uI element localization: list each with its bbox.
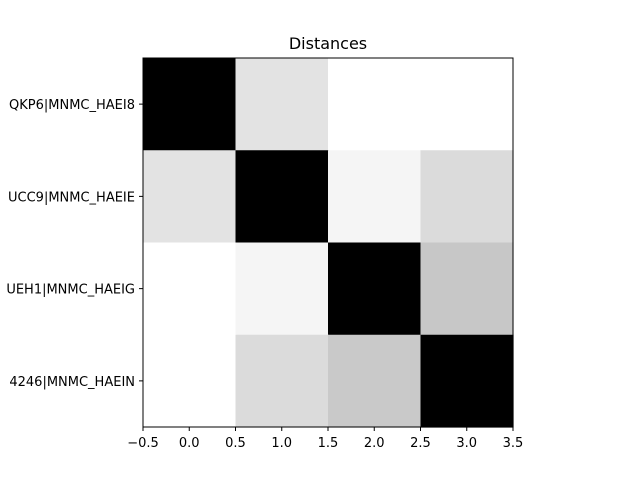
heatmap-cell-r1-c0 <box>143 150 237 244</box>
heatmap-cell-r0-c3 <box>420 58 514 151</box>
x-tick-label: 2.5 <box>410 436 431 451</box>
y-tick-label: 4246|MNMC_HAEIN <box>9 375 135 390</box>
heatmap-cell-r1-c2 <box>328 150 422 244</box>
heatmap-cell-r2-c0 <box>143 242 237 336</box>
heatmap-cell-r0-c2 <box>328 58 422 151</box>
plot-frame <box>142 57 514 428</box>
heatmap-cell-r3-c0 <box>143 334 237 428</box>
heatmap-cell-r1-c1 <box>235 150 329 244</box>
y-tick-label: UEH1|MNMC_HAEIG <box>6 283 135 298</box>
heatmap-cell-r2-c3 <box>420 242 514 336</box>
x-tick-label: 2.0 <box>364 436 385 451</box>
x-tick-label: 1.0 <box>271 436 292 451</box>
y-tick-label: QKP6|MNMC_HAEI8 <box>9 98 135 113</box>
heatmap-cell-r1-c3 <box>420 150 514 244</box>
x-tick-label: 3.5 <box>503 436 524 451</box>
x-tick-label: 0.0 <box>179 436 200 451</box>
heatmap-cell-r3-c3 <box>420 334 514 428</box>
heatmap-cell-r3-c2 <box>328 334 422 428</box>
x-tick-label: 1.5 <box>318 436 339 451</box>
x-tick-label: −0.5 <box>127 436 159 451</box>
x-axis: −0.5 0.0 0.5 1.0 1.5 2.0 2.5 3.0 3.5 <box>127 427 523 451</box>
heatmap-cell-r0-c1 <box>235 58 329 151</box>
heatmap-cell-r0-c0 <box>143 58 237 151</box>
chart-title: Distances <box>289 34 367 53</box>
y-axis: QKP6|MNMC_HAEI8 UCC9|MNMC_HAEIE UEH1|MNMC_… <box>6 98 143 390</box>
heatmap-cell-r2-c1 <box>235 242 329 336</box>
y-tick-label: UCC9|MNMC_HAEIE <box>8 190 135 205</box>
x-tick-label: 3.0 <box>456 436 477 451</box>
heatmap-cell-r2-c2 <box>328 242 422 336</box>
heatmap-cells <box>143 58 514 428</box>
heatmap-cell-r3-c1 <box>235 334 329 428</box>
x-tick-label: 0.5 <box>225 436 246 451</box>
